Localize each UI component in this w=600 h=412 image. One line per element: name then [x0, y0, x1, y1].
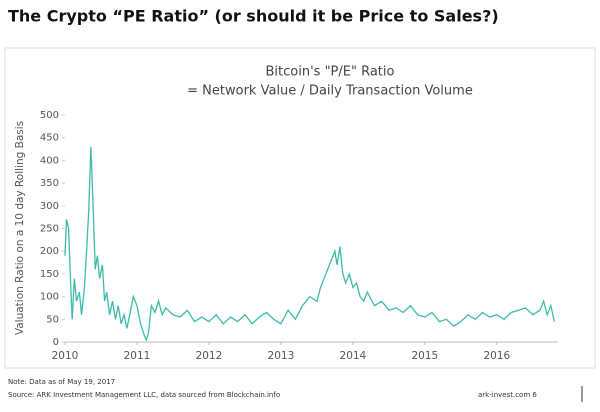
y-axis-label: Valuation Ratio on a 10 day Rolling Basi… — [14, 121, 26, 335]
footer-source: Source: ARK Investment Management LLC, d… — [8, 391, 280, 399]
y-tick-label: 0 — [53, 337, 59, 348]
x-tick-label: 2012 — [196, 350, 223, 362]
x-tick-label: 2016 — [483, 350, 510, 362]
footer-page: ark-invest.com 6 — [478, 391, 537, 399]
chart-frame — [4, 47, 596, 369]
y-tick-label: 150 — [40, 269, 59, 280]
chart-title: Bitcoin's "P/E" Ratio — [266, 65, 395, 80]
y-tick-label: 450 — [40, 133, 59, 144]
y-tick-label: 200 — [40, 246, 59, 257]
y-tick-label: 400 — [40, 155, 59, 166]
data-line — [64, 146, 556, 342]
x-tick-label: 2010 — [52, 350, 79, 362]
chart-subtitle: = Network Value / Daily Transaction Volu… — [187, 84, 473, 99]
footer-note: Note: Data as of May 19, 2017 — [8, 378, 115, 386]
page-title: The Crypto “PE Ratio” (or should it be P… — [8, 7, 499, 26]
y-tick-label: 50 — [46, 314, 59, 325]
y-tick-label: 300 — [40, 201, 59, 212]
x-tick-label: 2014 — [340, 350, 367, 362]
x-tick-label: 2013 — [268, 350, 295, 362]
y-tick-label: 250 — [40, 224, 59, 235]
y-tick-label: 350 — [40, 178, 59, 189]
y-tick-label: 500 — [40, 110, 59, 121]
x-tick-label: 2011 — [124, 350, 151, 362]
x-tick-label: 2015 — [411, 350, 438, 362]
y-tick-label: 100 — [40, 292, 59, 303]
